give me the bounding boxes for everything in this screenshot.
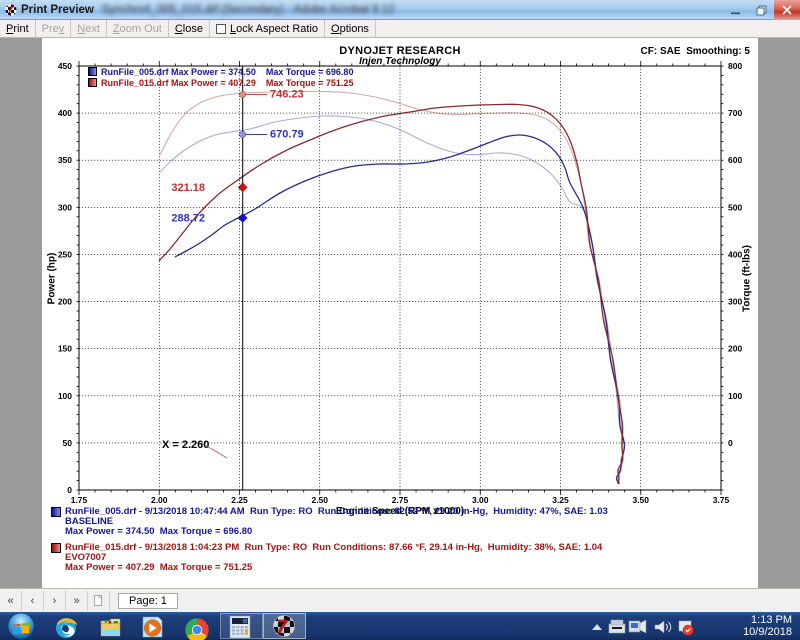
svg-text:2.25: 2.25 <box>231 495 248 505</box>
svg-text:400: 400 <box>58 108 72 118</box>
svg-text:0: 0 <box>728 438 733 448</box>
svg-text:500: 500 <box>728 202 742 212</box>
svg-text:700: 700 <box>728 108 742 118</box>
svg-text:450: 450 <box>58 61 72 71</box>
svg-text:3.25: 3.25 <box>552 495 569 505</box>
svg-text:2.75: 2.75 <box>392 495 409 505</box>
svg-text:800: 800 <box>728 61 742 71</box>
svg-text:200: 200 <box>728 344 742 354</box>
svg-text:3.00: 3.00 <box>472 495 489 505</box>
svg-text:600: 600 <box>728 155 742 165</box>
svg-text:200: 200 <box>58 297 72 307</box>
svg-text:0: 0 <box>67 485 72 495</box>
svg-text:50: 50 <box>63 438 73 448</box>
svg-text:2.50: 2.50 <box>311 495 328 505</box>
svg-text:1.75: 1.75 <box>71 495 88 505</box>
svg-text:350: 350 <box>58 155 72 165</box>
svg-text:250: 250 <box>58 249 72 259</box>
svg-text:300: 300 <box>728 297 742 307</box>
svg-text:100: 100 <box>728 391 742 401</box>
svg-text:3.75: 3.75 <box>713 495 730 505</box>
svg-text:400: 400 <box>728 249 742 259</box>
svg-text:300: 300 <box>58 202 72 212</box>
svg-text:150: 150 <box>58 344 72 354</box>
svg-text:3.50: 3.50 <box>632 495 649 505</box>
svg-text:2.00: 2.00 <box>151 495 168 505</box>
svg-text:100: 100 <box>58 391 72 401</box>
